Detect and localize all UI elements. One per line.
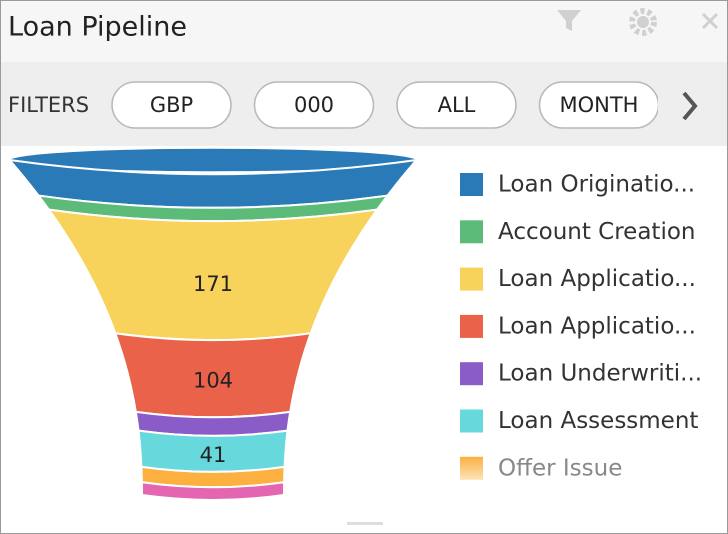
filter-chip[interactable] [111,81,232,129]
legend-label[interactable]: Loan Underwriti... [498,361,702,387]
settings-icon-core [637,16,649,28]
legend-label[interactable]: Loan Applicatio... [498,266,696,292]
filter-chip[interactable] [253,81,375,129]
legend-swatch[interactable] [460,267,483,291]
legend-swatch[interactable] [460,409,483,433]
settings-icon[interactable] [629,8,657,36]
legend-label[interactable]: Loan Assessment [498,408,698,434]
legend-label[interactable]: Loan Applicatio... [498,313,696,339]
funnel-segment[interactable] [140,481,286,501]
filter-chip-label: ALL [438,93,476,117]
filter-icon[interactable] [557,10,581,31]
filter-chip-label: 000 [294,93,334,117]
legend-swatch[interactable] [460,456,483,480]
widget-title: Loan Pipeline [8,12,187,43]
filters-label: FILTERS [8,93,89,117]
legend: Loan Originatio... Account Creation Loan A… [460,172,702,481]
filter-chip-label: MONTH [560,93,639,117]
legend-swatch[interactable] [460,314,483,338]
data-label: 41 [200,443,227,467]
filter-chips: GBP 000 ALL MONTH [111,81,659,129]
funnel-segment[interactable] [46,208,380,342]
legend-swatch[interactable] [460,173,483,196]
legend-label[interactable]: Loan Originatio... [498,172,695,198]
legend-swatch[interactable] [460,220,483,244]
data-label: 104 [193,368,233,392]
header-bar [1,1,727,62]
filter-chip[interactable] [538,81,659,129]
legend-label[interactable]: Account Creation [498,219,696,245]
funnel: 171 104 41 [7,147,419,501]
legend-label[interactable]: Offer Issue [498,455,622,481]
close-icon[interactable] [701,12,719,30]
scroll-right[interactable] [682,91,698,121]
filter-chip-label: GBP [150,93,193,117]
legend-swatch[interactable] [460,362,483,386]
resize-handle[interactable] [347,522,383,525]
filter-chip[interactable] [396,81,517,129]
funnel-segment[interactable] [113,332,313,419]
data-label: 171 [193,272,233,296]
